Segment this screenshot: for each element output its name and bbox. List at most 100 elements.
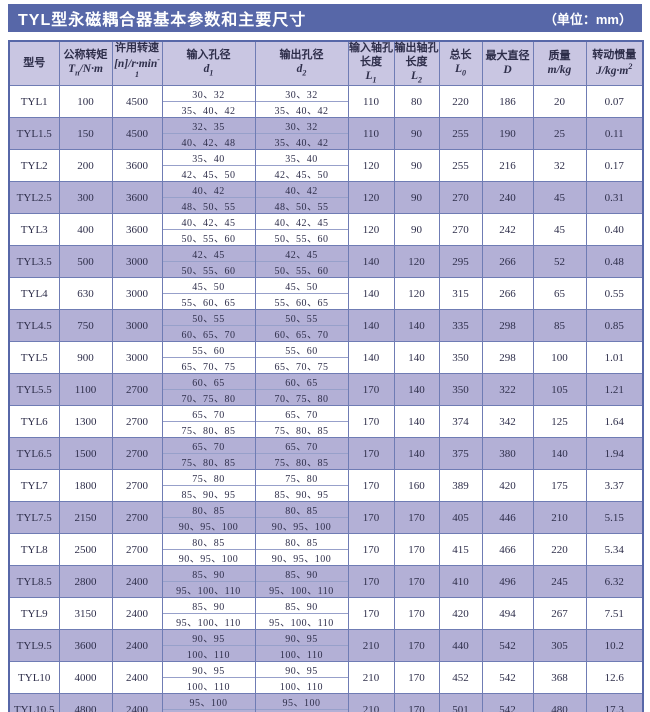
bore-size-option: 35、40、42: [181, 106, 236, 118]
cell-torque: 1100: [58, 373, 113, 407]
cell-speed: 2700: [111, 373, 163, 407]
cell-D: 190: [481, 117, 534, 151]
cell-model: TYL5.5: [8, 373, 60, 407]
cell-L2: 170: [393, 565, 440, 599]
cell-model: TYL4: [8, 277, 60, 311]
bore-size-option: 80、85: [255, 534, 348, 551]
cell-d2: 60、65 70、75、80: [254, 373, 349, 407]
bore-size-option: 42、45: [255, 246, 348, 263]
cell-D: 380: [481, 437, 534, 471]
bore-size-option: 40、42、45: [255, 214, 348, 231]
cell-d2: 35、40 42、45、50: [254, 149, 349, 183]
bore-size-option: 35、40、42: [274, 138, 329, 150]
column-name: 输出轴孔长度: [394, 42, 439, 68]
cell-d1: 90、95 100、110: [161, 629, 256, 663]
cell-d1: 65、70 75、80、85: [161, 405, 256, 439]
bore-size-option: 42、45、50: [274, 170, 329, 182]
cell-speed: 4500: [111, 85, 163, 119]
bore-size-option: 85、90: [255, 566, 348, 583]
cell-model: TYL1: [8, 85, 60, 119]
bore-size-option: 80、85: [162, 502, 255, 519]
cell-speed: 4500: [111, 117, 163, 151]
table-row-TYL3: TYL3 400 3600 40、42、45 50、55、60 40、42、45 50、55…: [8, 213, 644, 247]
cell-D: 186: [481, 85, 534, 119]
cell-d2: 90、95 100、110: [254, 661, 349, 695]
cell-D: 240: [481, 181, 534, 215]
cell-L0: 389: [438, 469, 483, 503]
cell-d1: 35、40 42、45、50: [161, 149, 256, 183]
cell-d1: 80、85 90、95、100: [161, 501, 256, 535]
cell-torque: 630: [58, 277, 113, 311]
header-cell-d2: 输出孔径 d2: [254, 40, 349, 87]
bore-size-option: 90、95: [255, 630, 348, 647]
cell-D: 420: [481, 469, 534, 503]
cell-d1: 40、42、45 50、55、60: [161, 213, 256, 247]
cell-L1: 170: [347, 405, 395, 439]
cell-d1: 50、55 60、65、70: [161, 309, 256, 343]
table-row-TYL4.5: TYL4.5 750 3000 50、55 60、65、70 50、55 60、65、70 1…: [8, 309, 644, 343]
table-row-TYL5: TYL5 900 3000 55、60 65、70、75 55、60 65、70、75 140…: [8, 341, 644, 375]
cell-torque: 1500: [58, 437, 113, 471]
header-cell-L2: 输出轴孔长度 L2: [393, 40, 440, 87]
cell-D: 342: [481, 405, 534, 439]
bore-size-option: 95、100: [255, 694, 348, 711]
bore-size-option: 48、50、55: [181, 202, 236, 214]
cell-d2: 80、85 90、95、100: [254, 533, 349, 567]
cell-d2: 30、32 35、40、42: [254, 117, 349, 151]
bore-size-option: 90、95: [162, 662, 255, 679]
bore-size-option: 95、100、110: [269, 586, 334, 598]
cell-D: 216: [481, 149, 534, 183]
cell-L1: 120: [347, 213, 395, 247]
cell-m: 25: [532, 117, 587, 151]
column-symbol: L0: [454, 63, 467, 78]
cell-L0: 420: [438, 597, 483, 631]
header-cell-d1: 输入孔径 d1: [161, 40, 256, 87]
cell-m: 45: [532, 213, 587, 247]
header-cell-speed: 许用转速 [n]/r·min-1: [111, 40, 163, 87]
cell-L1: 140: [347, 277, 395, 311]
table-body: TYL1 100 4500 30、32 35、40、42 30、32 35、40、42 110…: [8, 85, 644, 712]
cell-model: TYL3: [8, 213, 60, 247]
bore-size-option: 42、45、50: [181, 170, 236, 182]
cell-L1: 170: [347, 597, 395, 631]
cell-torque: 2800: [58, 565, 113, 599]
bore-size-option: 35、40、42: [274, 106, 329, 118]
cell-model: TYL10.5: [8, 693, 60, 712]
cell-torque: 3150: [58, 597, 113, 631]
cell-speed: 3600: [111, 181, 163, 215]
cell-L1: 170: [347, 533, 395, 567]
cell-J: 1.01: [585, 341, 644, 375]
cell-speed: 2400: [111, 661, 163, 695]
cell-J: 12.6: [585, 661, 644, 695]
bore-size-option: 60、65、70: [274, 330, 329, 342]
cell-model: TYL2.5: [8, 181, 60, 215]
bore-size-option: 50、55、60: [274, 234, 329, 246]
cell-L2: 120: [393, 277, 440, 311]
cell-m: 45: [532, 181, 587, 215]
cell-model: TYL8: [8, 533, 60, 567]
cell-torque: 2150: [58, 501, 113, 535]
cell-torque: 200: [58, 149, 113, 183]
header-cell-torque: 公称转矩 Tn/N·m: [58, 40, 113, 87]
table-row-TYL7: TYL7 1800 2700 75、80 85、90、95 75、80 85、90、95 17…: [8, 469, 644, 503]
cell-L0: 350: [438, 341, 483, 375]
cell-speed: 2400: [111, 565, 163, 599]
cell-L2: 170: [393, 629, 440, 663]
cell-L0: 415: [438, 533, 483, 567]
cell-torque: 1300: [58, 405, 113, 439]
cell-L1: 170: [347, 469, 395, 503]
bore-size-option: 90、95、100: [178, 554, 239, 566]
bore-size-option: 95、100、110: [176, 586, 241, 598]
cell-d1: 80、85 90、95、100: [161, 533, 256, 567]
cell-model: TYL7: [8, 469, 60, 503]
bore-size-option: 90、95、100: [178, 522, 239, 534]
cell-m: 52: [532, 245, 587, 279]
cell-d2: 30、32 35、40、42: [254, 85, 349, 119]
cell-m: 65: [532, 277, 587, 311]
bore-size-option: 65、70、75: [181, 362, 236, 374]
cell-d2: 75、80 85、90、95: [254, 469, 349, 503]
cell-L1: 210: [347, 629, 395, 663]
cell-L2: 140: [393, 373, 440, 407]
cell-L2: 170: [393, 597, 440, 631]
cell-model: TYL8.5: [8, 565, 60, 599]
